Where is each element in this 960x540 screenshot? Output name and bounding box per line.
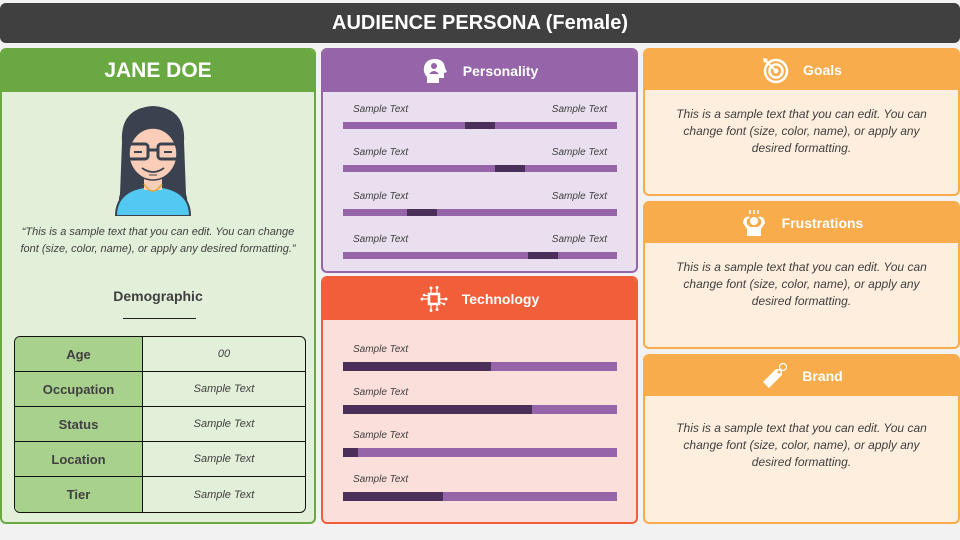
technology-title: Technology [461,291,540,307]
bar-track [343,492,617,501]
circuit-chip-icon [420,286,448,312]
scale-marker[interactable] [527,252,558,259]
scale-left-label: Sample Text [353,234,409,245]
technology-bar: Sample Text [343,430,617,457]
scale-track [343,209,617,216]
bar-fill [343,362,491,371]
brand-header: Brand [645,356,958,396]
technology-header: Technology [323,278,636,320]
bar-label: Sample Text [353,430,409,441]
brand-title: Brand [802,368,843,384]
scale-marker[interactable] [495,165,526,172]
frustrations-text[interactable]: This is a sample text that you can edit.… [676,260,927,308]
technology-bar: Sample Text [343,344,617,371]
scale-right-label: Sample Text [551,234,607,245]
goals-title: Goals [803,62,842,78]
frustrations-header: Frustrations [645,203,958,243]
scale-marker[interactable] [464,122,495,129]
head-person-icon [423,59,447,83]
persona-card: JANE DOE “This is a sample text that you… [0,48,316,524]
technology-bar: Sample Text [343,474,617,501]
demographic-value[interactable]: Sample Text [193,418,255,430]
technology-bar: Sample Text [343,387,617,414]
scale-left-label: Sample Text [353,147,409,158]
bar-track [343,405,617,414]
personality-scale: Sample Text Sample Text [343,147,617,172]
goals-card: Goals This is a sample text that you can… [643,48,960,196]
personality-header: Personality [323,50,636,92]
demographic-value[interactable]: Sample Text [193,453,255,465]
page-title: AUDIENCE PERSONA (Female) [0,3,960,43]
bar-label: Sample Text [353,474,409,485]
bar-track [343,362,617,371]
scale-marker[interactable] [407,209,438,216]
frustrations-card: Frustrations This is a sample text that … [643,201,960,349]
scale-right-label: Sample Text [551,104,607,115]
scale-left-label: Sample Text [353,191,409,202]
personality-scale: Sample Text Sample Text [343,234,617,259]
technology-card: Technology Sample Text Sample Text Sampl… [321,276,638,524]
goals-header: Goals [645,50,958,90]
frustrated-person-icon [742,210,765,236]
persona-name: JANE DOE [2,50,314,92]
bar-fill [343,405,533,414]
bar-fill [343,492,443,501]
frustrations-title: Frustrations [781,215,864,231]
personality-title: Personality [462,63,539,79]
demographic-label: Status [15,407,143,441]
demographic-heading: Demographic [113,288,203,304]
scale-track [343,165,617,172]
target-arrow-icon [763,58,789,84]
brand-tag-icon [763,362,788,388]
scale-track [343,122,617,129]
table-row: Status Sample Text [15,407,305,442]
demographic-value[interactable]: Sample Text [193,488,255,501]
demographic-label: Location [15,442,143,476]
table-row: Occupation Sample Text [15,372,305,407]
demographic-value[interactable]: Sample Text [193,383,255,395]
personality-scale: Sample Text Sample Text [343,191,617,216]
female-avatar-icon [114,106,192,216]
bar-fill [343,448,359,457]
demographic-label: Age [15,337,143,371]
table-row: Location Sample Text [15,442,305,477]
goals-text[interactable]: This is a sample text that you can edit.… [676,107,927,155]
demographic-label: Tier [15,477,143,512]
bar-track [343,448,617,457]
brand-text[interactable]: This is a sample text that you can edit.… [676,421,927,469]
persona-quote: “This is a sample text that you can edit… [20,226,296,255]
scale-right-label: Sample Text [551,147,607,158]
demographic-label: Occupation [15,372,143,406]
demographic-table: Age 00 Occupation Sample Text Status Sam… [14,336,306,513]
heading-divider [123,318,196,319]
scale-left-label: Sample Text [353,104,409,115]
personality-scale: Sample Text Sample Text [343,104,617,129]
bar-label: Sample Text [353,387,409,398]
personality-card: Personality Sample Text Sample Text Sampl… [321,48,638,273]
demographic-value[interactable]: 00 [217,348,231,360]
scale-right-label: Sample Text [551,191,607,202]
table-row: Tier Sample Text [15,477,305,512]
scale-track [343,252,617,259]
brand-card: Brand This is a sample text that you can… [643,354,960,524]
bar-label: Sample Text [353,344,409,355]
table-row: Age 00 [15,337,305,372]
